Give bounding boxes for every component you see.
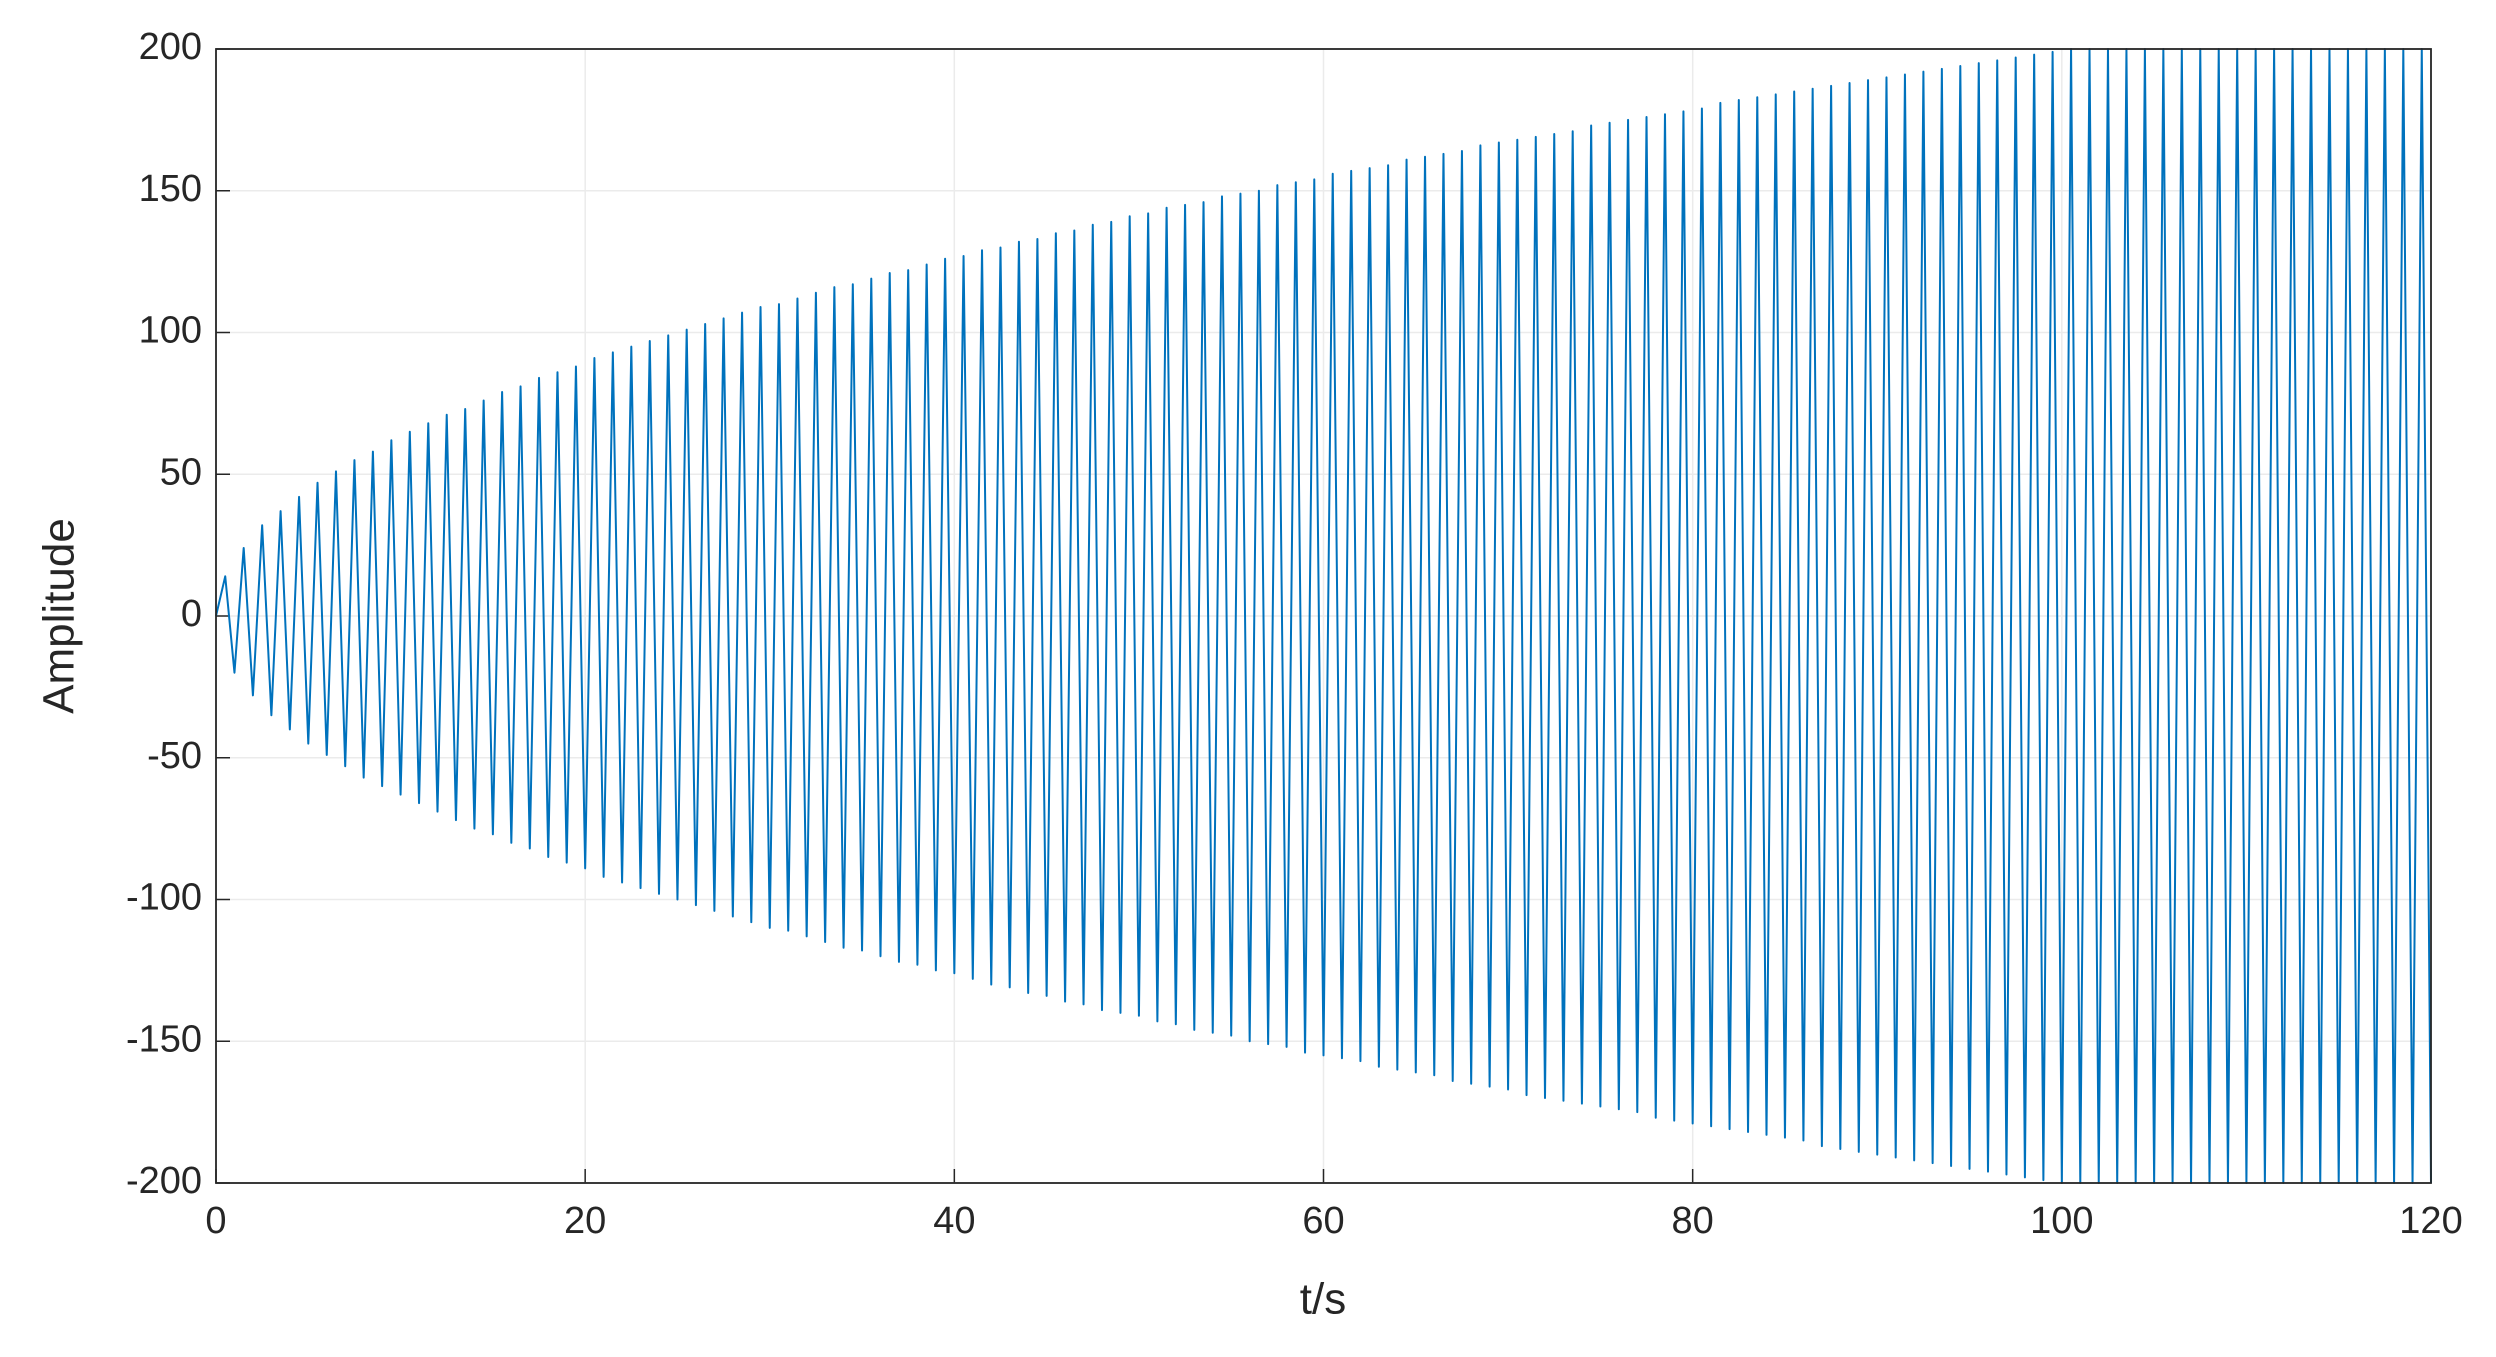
y-tick-label: -150 xyxy=(126,1018,202,1060)
y-tick-label: -200 xyxy=(126,1160,202,1202)
y-tick-label: 150 xyxy=(139,168,202,210)
x-tick-label: 80 xyxy=(1672,1200,1714,1242)
plot-frame xyxy=(215,48,2432,1184)
y-tick-label: 200 xyxy=(139,26,202,68)
y-tick-label: 100 xyxy=(139,310,202,352)
x-axis-label: t/s xyxy=(1300,1275,1346,1324)
y-tick-label: 0 xyxy=(181,593,202,635)
x-tick-label: 40 xyxy=(933,1200,975,1242)
x-tick-label: 60 xyxy=(1302,1200,1344,1242)
y-tick-label: 50 xyxy=(160,451,202,493)
y-axis-label: Amplitude xyxy=(35,518,84,714)
x-tick-label: 100 xyxy=(2030,1200,2093,1242)
y-tick-label: -100 xyxy=(126,877,202,919)
x-tick-label: 0 xyxy=(205,1200,226,1242)
y-tick-label: -50 xyxy=(147,735,202,777)
x-tick-label: 20 xyxy=(564,1200,606,1242)
x-tick-label: 120 xyxy=(2399,1200,2462,1242)
